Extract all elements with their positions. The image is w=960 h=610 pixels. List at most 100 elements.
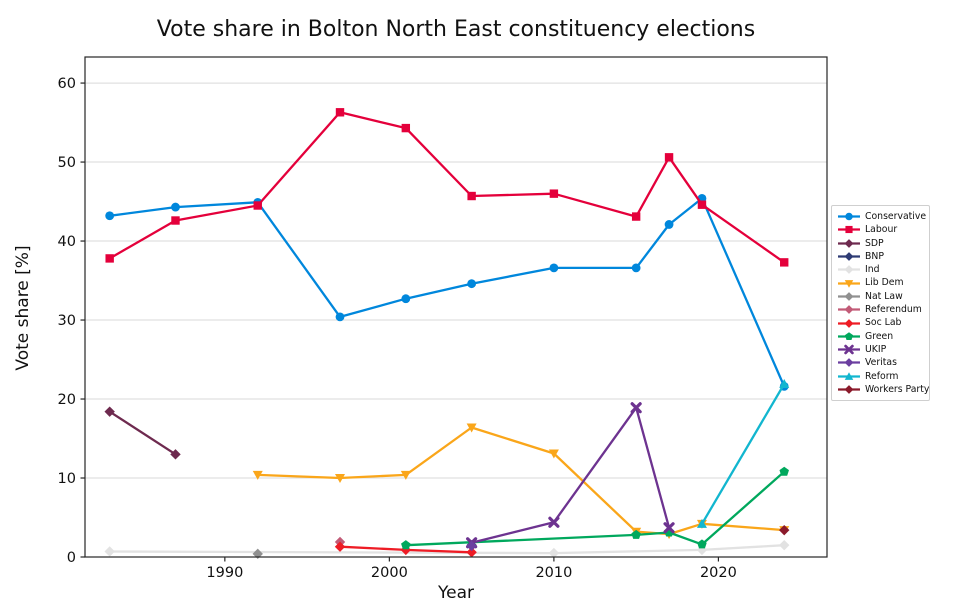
- legend-label: Reform: [865, 370, 899, 382]
- marker-lib-dem: [252, 470, 263, 480]
- marker-labour: [631, 212, 641, 221]
- legend-marker-icon-soc-lab: [838, 318, 860, 328]
- series-line-labour: [108, 111, 786, 264]
- marker-conservative: [335, 312, 345, 322]
- marker-veritas: [466, 540, 477, 552]
- marker-conservative: [664, 220, 674, 229]
- legend-item-sdp: SDP: [837, 237, 926, 250]
- legend-marker-icon-ind: [838, 265, 860, 275]
- marker-lib-dem: [466, 423, 477, 433]
- legend-marker-icon-sdp: [838, 238, 860, 248]
- marker-labour: [335, 108, 345, 117]
- marker-labour: [467, 191, 476, 201]
- marker-sdp: [170, 449, 181, 460]
- marker-conservative: [171, 202, 180, 212]
- legend: Conservative Labour SDP BNP Ind Lib Dem Nat La…: [831, 205, 930, 402]
- marker-soc-lab: [334, 541, 346, 552]
- marker-green: [401, 540, 411, 550]
- legend-label: Workers Party: [865, 383, 930, 395]
- legend-label: SDP: [865, 237, 884, 249]
- marker-ind: [104, 546, 115, 557]
- marker-workers-party: [779, 524, 790, 536]
- series-line-conservative: [108, 197, 786, 388]
- legend-label: BNP: [865, 250, 884, 262]
- y-axis-label: Vote share [%]: [13, 245, 33, 371]
- legend-label: Lib Dem: [865, 277, 904, 289]
- plot-border: [84, 56, 828, 558]
- legend-marker-icon-lib-dem: [838, 279, 860, 288]
- legend-item-bnp: BNP: [837, 250, 926, 263]
- legend-marker-icon-reform: [838, 371, 860, 380]
- series-line-ukip: [470, 406, 671, 544]
- legend-label: Referendum: [865, 304, 922, 316]
- marker-lib-dem: [548, 449, 559, 459]
- legend-marker-icon-workers-party: [838, 385, 860, 394]
- marker-conservative: [631, 263, 641, 273]
- marker-conservative: [467, 279, 477, 289]
- marker-lib-dem: [335, 474, 346, 484]
- legend-item-referendum: Referendum: [837, 303, 926, 316]
- marker-labour: [171, 216, 180, 225]
- marker-lib-dem: [400, 470, 411, 480]
- y-tick-label: 10: [58, 471, 76, 487]
- x-tick-label: 2010: [535, 565, 572, 581]
- chart-title: Vote share in Bolton North East constitu…: [156, 17, 756, 42]
- y-tick-label: 0: [67, 550, 76, 566]
- legend-label: Green: [865, 330, 894, 342]
- y-tick-label: 60: [58, 76, 76, 92]
- legend-marker-icon-ukip: [838, 344, 860, 355]
- legend-marker-icon-green: [838, 332, 860, 340]
- legend-item-reform: Reform: [837, 370, 926, 383]
- series-line-ind: [108, 544, 786, 555]
- series-line-reform: [700, 382, 786, 525]
- marker-conservative: [549, 263, 559, 273]
- legend-label: Soc Lab: [865, 317, 902, 329]
- legend-item-workers-party: Workers Party: [837, 383, 930, 396]
- marker-conservative: [105, 211, 115, 221]
- marker-ukip: [548, 516, 560, 528]
- x-tick-label: 1990: [206, 565, 243, 581]
- legend-item-ind: Ind: [837, 263, 926, 276]
- marker-reform: [696, 518, 707, 528]
- legend-item-green: Green: [837, 330, 926, 343]
- legend-label: Nat Law: [865, 290, 903, 302]
- legend-marker-icon-bnp: [838, 252, 860, 261]
- legend-item-soc-lab: Soc Lab: [837, 316, 926, 329]
- marker-ind: [548, 547, 560, 559]
- legend-marker-icon-conservative: [838, 212, 860, 221]
- marker-ukip: [663, 522, 675, 534]
- marker-sdp: [104, 406, 115, 417]
- marker-labour: [105, 254, 114, 263]
- legend-item-nat-law: Nat Law: [837, 290, 926, 303]
- x-tick-label: 2020: [700, 565, 737, 581]
- legend-item-conservative: Conservative: [837, 210, 926, 223]
- legend-label: Veritas: [865, 357, 897, 369]
- marker-green: [779, 466, 789, 476]
- y-tick-label: 50: [58, 155, 76, 171]
- legend-item-ukip: UKIP: [837, 343, 926, 356]
- y-tick-label: 40: [58, 234, 76, 250]
- marker-labour: [780, 258, 789, 267]
- legend-label: UKIP: [865, 343, 887, 355]
- legend-marker-icon-labour: [838, 226, 860, 234]
- marker-green: [631, 529, 641, 539]
- marker-conservative: [401, 294, 411, 304]
- marker-ukip: [630, 402, 642, 414]
- marker-green: [697, 539, 707, 549]
- y-tick-label: 20: [58, 392, 76, 408]
- marker-soc-lab: [466, 547, 477, 558]
- legend-item-labour: Labour: [837, 223, 926, 236]
- legend-label: Conservative: [865, 211, 927, 222]
- marker-ind: [779, 539, 790, 551]
- marker-reform: [779, 379, 790, 389]
- marker-labour: [401, 123, 411, 133]
- legend-marker-icon-veritas: [838, 358, 860, 368]
- y-tick-label: 30: [58, 313, 76, 329]
- x-axis-label: Year: [438, 583, 474, 603]
- legend-label: Ind: [865, 264, 880, 276]
- legend-marker-icon-nat-law: [838, 292, 860, 301]
- x-tick-label: 2000: [371, 565, 408, 581]
- marker-labour: [549, 189, 559, 198]
- marker-labour: [664, 153, 674, 162]
